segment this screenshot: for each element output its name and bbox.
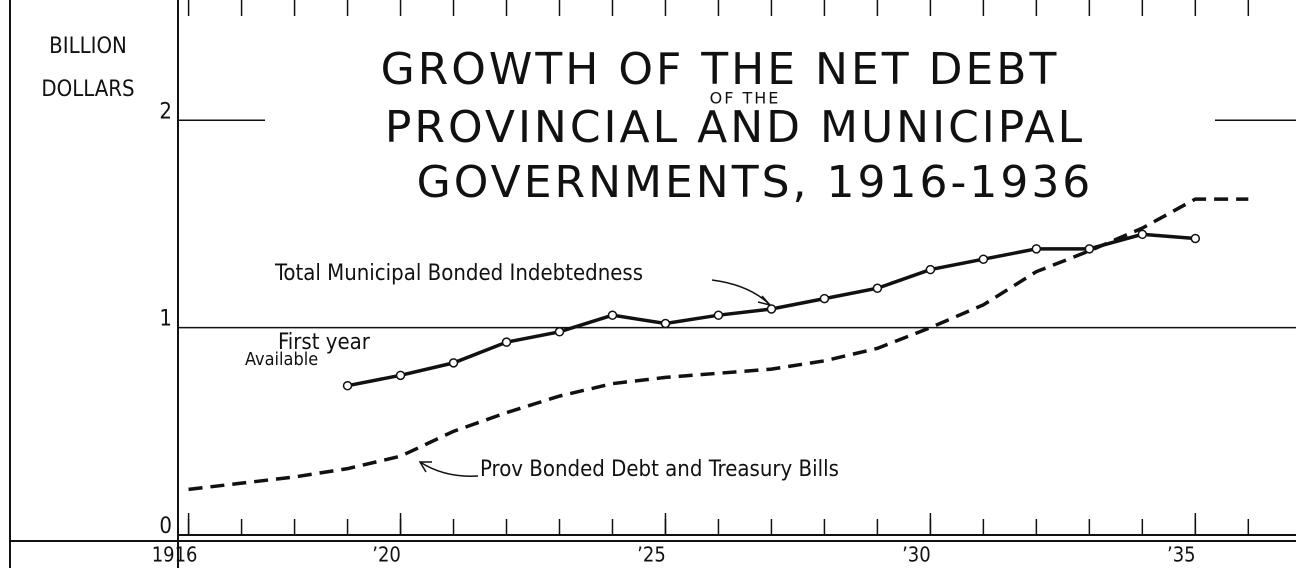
chart-title: PROVINCIAL AND MUNICIPAL [385,102,1085,153]
data-point [713,310,724,320]
data-point [872,283,883,293]
y-tick-label: 2 [159,99,172,124]
series-line [188,197,1249,492]
data-point [925,264,936,275]
data-point [554,327,565,337]
annotation: Available [245,349,318,370]
series-label: Total Municipal Bonded Indebtedness [274,261,643,286]
y-tick-label: 0 [159,514,172,539]
series-label: Prov Bonded Debt and Treasury Bills [480,457,839,482]
plot-layer [188,197,1249,492]
data-point [766,304,777,314]
x-tick-label: ’25 [637,543,666,567]
x-tick-label: ’20 [372,543,401,567]
chart-title: OF THE [710,89,781,108]
data-point [660,318,671,329]
data-point [978,254,989,264]
data-point [501,337,512,347]
annotation-arrow [419,461,479,477]
data-point [448,358,459,368]
grid-layer: 0 1 2 1916 ’20 ’25 ’30 ’35 [9,0,1296,568]
title-backdrop [265,40,1215,215]
data-point [1031,244,1042,254]
chart-title: GOVERNMENTS, 1916-1936 [417,157,1094,208]
annotation: First year [278,330,371,355]
chart-title: GROWTH OF THE NET DEBT [381,44,1060,95]
data-point [819,293,830,304]
data-point [607,310,618,320]
x-tick-label: ’35 [1167,543,1196,567]
y-axis-label: DOLLARS [41,77,134,102]
annotation-arrow [418,461,432,473]
y-tick-label: 1 [159,307,172,332]
data-point [1190,233,1201,244]
x-tick-label: 1916 [152,543,198,567]
data-point [1084,244,1095,254]
data-point [1137,229,1148,240]
y-axis-label: BILLION [49,34,127,59]
data-point [395,370,406,381]
x-tick-label: ’30 [902,543,931,567]
data-point [342,380,353,391]
